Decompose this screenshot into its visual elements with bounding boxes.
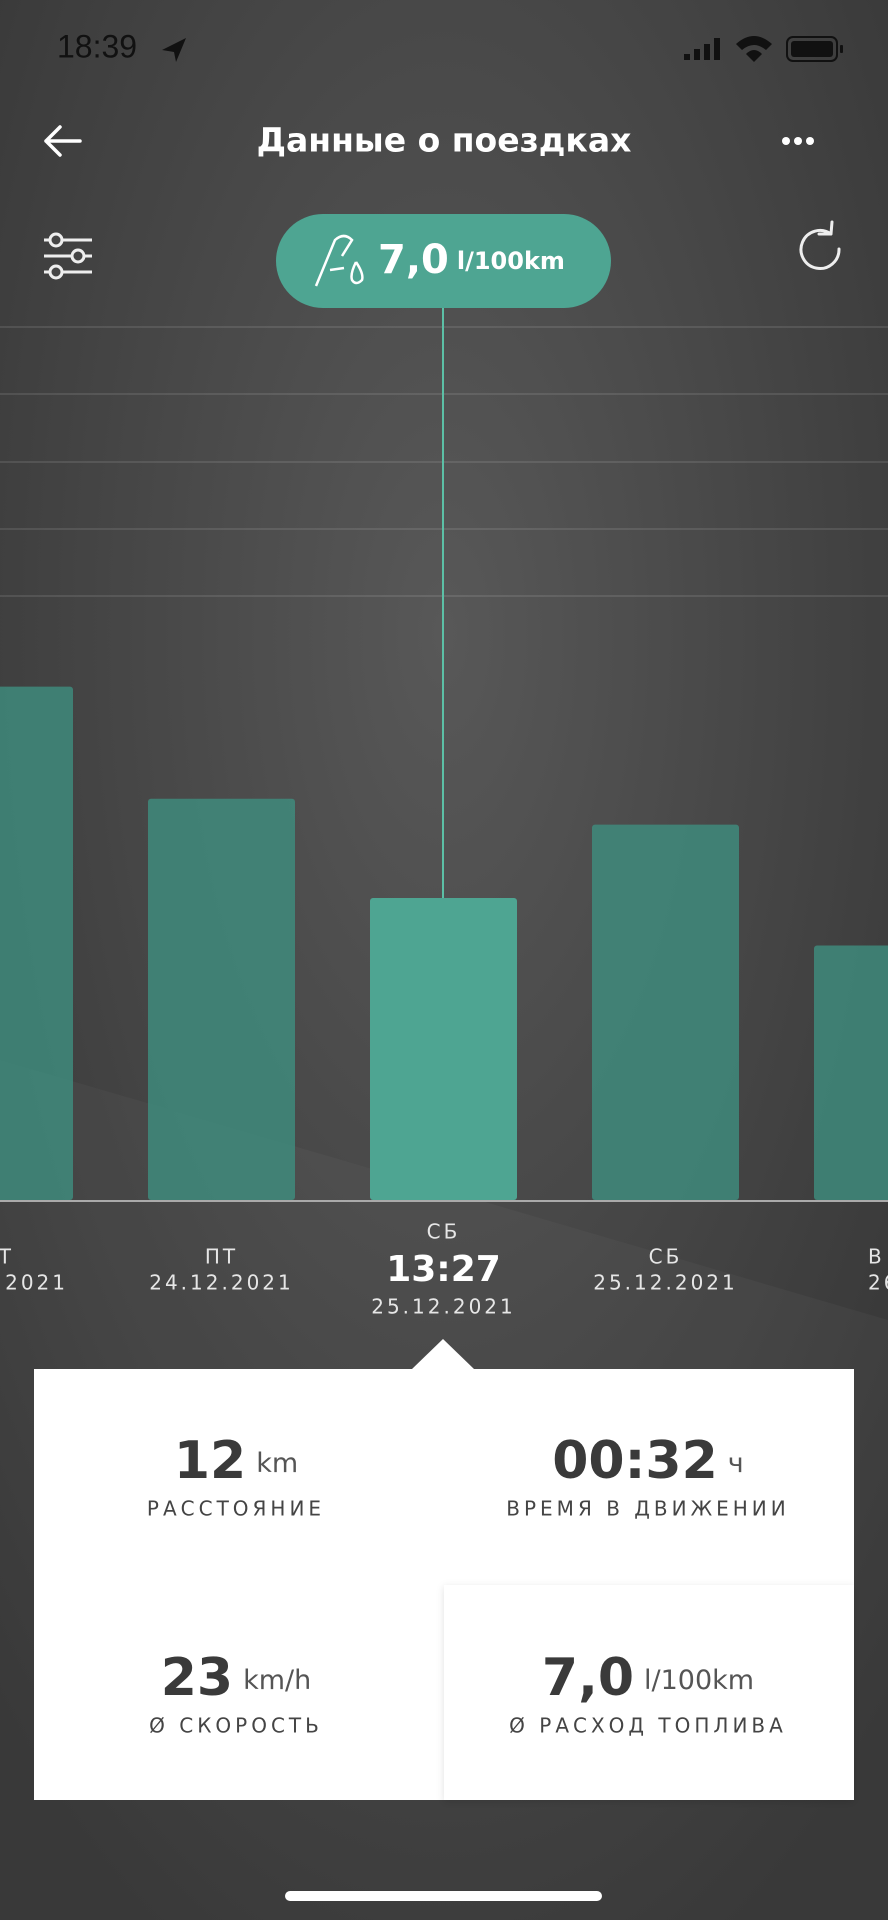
stat-tile-shadow [444, 1585, 854, 1800]
x-tick-date: .2021 [0, 1271, 68, 1295]
stat-unit: km/h [243, 1665, 311, 1696]
tooltip-text: 7,0 l/100km [378, 237, 565, 283]
stat-value: 00:32 [552, 1431, 718, 1491]
x-tick-time: 13:27 [386, 1249, 501, 1290]
x-tick-day: СБ [649, 1245, 683, 1269]
x-tick-date: 24.12.2021 [149, 1271, 294, 1295]
stat-label: Ø РАСХОД ТОПЛИВА [509, 1714, 787, 1738]
tooltip-unit: l/100km [457, 247, 565, 275]
stat-unit: ч [728, 1448, 744, 1479]
stat-value-line: 7,0 l/100km [542, 1648, 754, 1708]
status-time: 18:39 [57, 28, 137, 64]
tooltip: 7,0 l/100km [276, 214, 611, 308]
bar [814, 945, 888, 1200]
stat-label: Ø СКОРОСТЬ [149, 1714, 323, 1738]
wifi-icon [736, 36, 772, 62]
panel-pointer [412, 1339, 474, 1369]
page-title: Данные о поездках [257, 121, 632, 160]
bars [0, 686, 888, 1200]
bar [148, 798, 295, 1200]
more-button[interactable] [782, 137, 814, 145]
refresh-button[interactable] [799, 220, 841, 270]
x-tick-date: 25.12.2021 [593, 1271, 738, 1295]
filter-button[interactable] [44, 232, 92, 280]
home-indicator [285, 1891, 602, 1901]
stats: 12 km РАССТОЯНИЕ 00:32 ч ВРЕМЯ В ДВИЖЕНИИ 23 km… [147, 1431, 789, 1738]
x-tick-day: СБ [427, 1220, 461, 1244]
stat-value: 7,0 [542, 1648, 634, 1708]
stat-unit: l/100km [644, 1665, 754, 1696]
location-icon [162, 38, 186, 62]
stat-value: 23 [161, 1648, 233, 1708]
stat-value: 12 [174, 1431, 246, 1491]
bar [0, 686, 73, 1200]
x-tick-day: В [868, 1245, 885, 1269]
bar [592, 824, 739, 1200]
battery-icon [786, 36, 843, 62]
x-tick-date: 25.12.2021 [371, 1295, 516, 1319]
stat-label: ВРЕМЯ В ДВИЖЕНИИ [506, 1497, 789, 1521]
bar [370, 898, 517, 1200]
tooltip-value: 7,0 [378, 237, 449, 283]
signal-icon [684, 38, 720, 60]
stat-value-line: 12 km [174, 1431, 298, 1491]
fuel-icon [314, 234, 364, 287]
back-button[interactable] [44, 125, 82, 157]
stat-unit: km [256, 1448, 298, 1479]
stat-label: РАССТОЯНИЕ [147, 1497, 325, 1521]
stat-value-line: 23 km/h [161, 1648, 312, 1708]
stat-value-line: 00:32 ч [552, 1431, 743, 1491]
x-tick-date: 26.12 [868, 1271, 888, 1295]
x-tick-day: ПТ [205, 1245, 238, 1269]
x-tick-day: Т [0, 1245, 14, 1269]
x-labels: Т.2021ПТ24.12.2021СБ13:2725.12.2021СБ25.… [0, 1220, 888, 1319]
